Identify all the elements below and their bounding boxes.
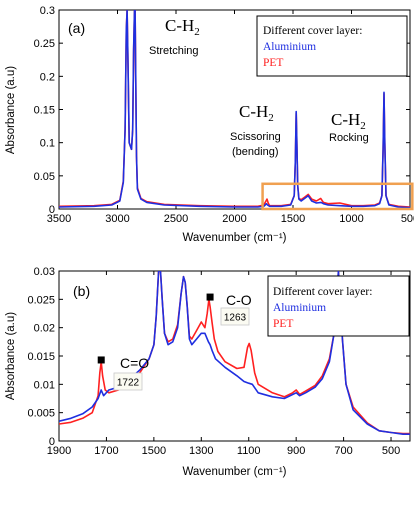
x-tick-label: 500 (382, 445, 400, 457)
y-tick-label: 0.2 (40, 71, 55, 83)
y-tick-label: 0 (49, 436, 55, 448)
panel-b-ylabel: Absorbance (a.u) (5, 312, 17, 400)
x-tick-label: 1500 (142, 445, 166, 457)
x-tick-label: 3000 (105, 213, 129, 225)
panel-a-label: (a) (68, 20, 85, 36)
scissoring-title: C-H2 (239, 102, 274, 124)
panel-a-ylabel: Absorbance (a.u) (5, 66, 17, 154)
co-double-label: C=O (120, 355, 149, 371)
y-tick-label: 0.01 (34, 379, 55, 391)
co-double-marker (97, 356, 105, 364)
series-line-aluminium (59, 10, 410, 209)
co-single-marker (206, 293, 214, 301)
co-single-value: 1263 (224, 313, 247, 324)
x-tick-label: 1000 (339, 213, 363, 225)
panel-b-ticks: 1900 1700 1500 1300 1100 900 700 500 0 0.005 0.01 0… (27, 266, 410, 457)
legend-pet: PET (273, 318, 293, 330)
legend-box (256, 15, 408, 77)
x-tick-label: 1900 (47, 445, 71, 457)
panel-a-series (59, 10, 410, 209)
panel-a: 3500 3000 2500 2000 1500 1000 500 0 0.05 0.1 0.15 0… (5, 5, 414, 244)
stretching-label: Stretching (149, 45, 199, 57)
legend-box (267, 275, 410, 337)
y-tick-label: 0.05 (34, 171, 55, 183)
y-tick-label: 0.03 (34, 266, 55, 278)
legend-aluminium: Aluminium (263, 41, 316, 53)
panel-b: 1900 1700 1500 1300 1100 900 700 500 0 0.005 0.01 0… (5, 266, 411, 478)
x-tick-label: 1100 (237, 445, 261, 457)
x-tick-label: 1500 (281, 213, 305, 225)
legend-pet: PET (263, 57, 283, 69)
x-tick-label: 1300 (189, 445, 213, 457)
x-tick-label: 700 (334, 445, 352, 457)
bending-label: (bending) (232, 146, 278, 158)
y-tick-label: 0.25 (34, 38, 55, 50)
y-tick-label: 0.005 (27, 408, 55, 420)
panel-a-xlabel: Wavenumber (cm⁻¹) (182, 232, 286, 244)
co-double-value: 1722 (117, 378, 140, 389)
panel-a-legend: Different cover layer: Aluminium PET (256, 15, 408, 77)
x-tick-label: 500 (401, 213, 414, 225)
highlight-box (261, 182, 414, 211)
panel-b-label: (b) (73, 283, 90, 299)
y-tick-label: 0.3 (40, 5, 55, 17)
co-single-tooltip (220, 307, 250, 326)
y-tick-label: 0 (49, 204, 55, 216)
x-tick-label: 2500 (164, 213, 188, 225)
x-tick-label: 2000 (222, 213, 246, 225)
x-tick-label: 3500 (47, 213, 71, 225)
rocking-title: C-H2 (331, 110, 366, 132)
y-tick-label: 0.02 (34, 323, 55, 335)
legend-title: Different cover layer: (263, 25, 362, 37)
scissoring-label: Scissoring (230, 131, 281, 143)
stretching-title: C-H2 (165, 16, 200, 38)
y-tick-label: 0.015 (27, 351, 55, 363)
co-single-label: C-O (226, 292, 252, 308)
panel-b-legend: Different cover layer: Aluminium PET (267, 275, 410, 337)
x-tick-label: 900 (287, 445, 305, 457)
y-tick-label: 0.15 (34, 105, 55, 117)
co-double-tooltip (113, 372, 143, 391)
rocking-label: Rocking (329, 132, 369, 144)
panel-b-xlabel: Wavenumber (cm⁻¹) (182, 466, 286, 478)
x-tick-label: 1700 (94, 445, 118, 457)
y-tick-label: 0.025 (27, 294, 55, 306)
y-tick-label: 0.1 (40, 138, 55, 150)
legend-aluminium: Aluminium (273, 302, 326, 314)
legend-title: Different cover layer: (273, 286, 372, 298)
